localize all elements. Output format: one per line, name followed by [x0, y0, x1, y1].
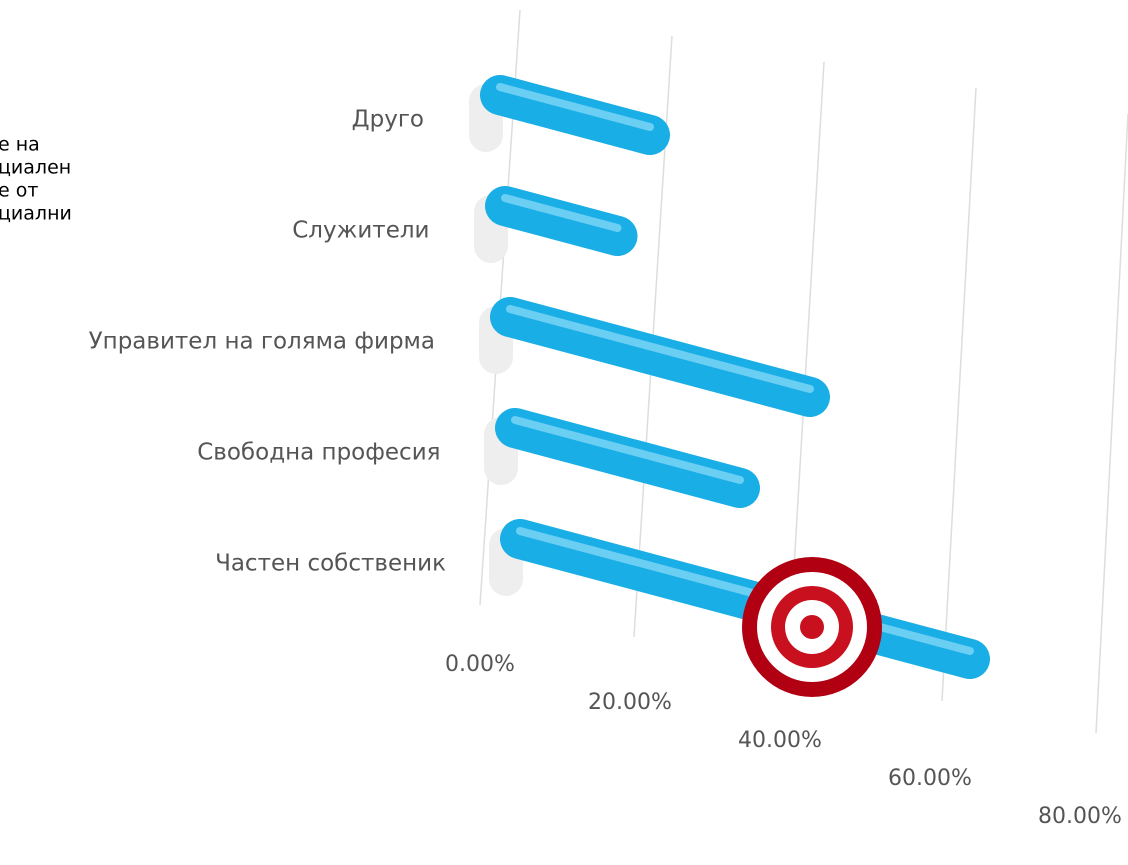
bar-highlight: [516, 527, 974, 655]
bar-highlight: [496, 83, 654, 131]
x-tick-label: 40.00%: [738, 728, 822, 753]
x-tick-label: 0.00%: [445, 652, 515, 677]
bar: [500, 519, 990, 679]
bar-highlight: [501, 194, 622, 232]
grid-line: [1095, 113, 1128, 734]
bar-highlight: [511, 416, 744, 484]
category-label: Служители: [292, 218, 429, 244]
x-tick-label: 60.00%: [888, 766, 972, 791]
x-tick-label: 80.00%: [1038, 804, 1122, 829]
side-text: е от: [0, 180, 38, 202]
target-icon: [742, 557, 882, 697]
category-label: Частен собственик: [215, 551, 446, 577]
category-label: Управител на голяма фирма: [89, 329, 435, 355]
bar: [495, 408, 760, 508]
bar-highlight: [506, 305, 814, 393]
bar: [490, 297, 830, 417]
side-text: е на: [0, 134, 40, 156]
bar: [480, 75, 670, 155]
bar: [485, 186, 638, 256]
x-tick-label: 20.00%: [588, 690, 672, 715]
category-label: Друго: [352, 107, 424, 133]
grid-line: [941, 87, 977, 702]
category-label: Свободна професия: [197, 440, 440, 466]
side-text: циални: [0, 203, 72, 225]
side-text: циален: [0, 157, 71, 179]
